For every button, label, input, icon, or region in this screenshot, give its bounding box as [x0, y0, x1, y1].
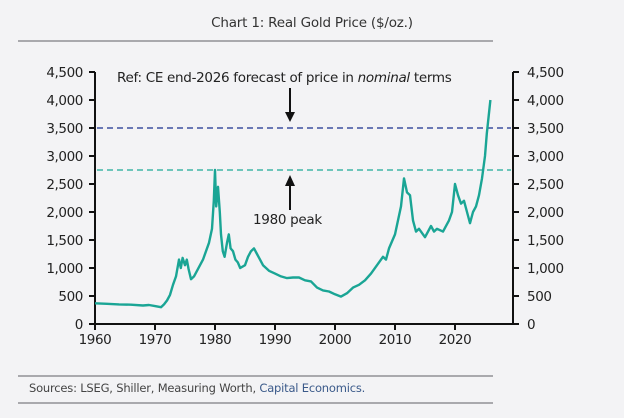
- left-y-tick-label: 0: [75, 317, 83, 333]
- right-y-tick-label: 3,000: [527, 149, 564, 165]
- sources-link-capital-economics[interactable]: Capital Economics.: [259, 381, 366, 395]
- sources-text: Sources: LSEG, Shiller, Measuring Worth,: [29, 381, 260, 395]
- series-group: [94, 99, 492, 309]
- right-y-tick-label: 1,500: [527, 233, 564, 249]
- forecast-arrow-head: [285, 112, 295, 122]
- x-tick-label: 1990: [259, 332, 292, 348]
- left-y-tick-label: 4,000: [46, 93, 83, 109]
- left-y-tick-label: 1,500: [46, 233, 83, 249]
- peak-annotation: 1980 peak: [253, 212, 322, 228]
- bottom-divider: [18, 402, 493, 404]
- chart-title: Chart 1: Real Gold Price ($/oz.): [211, 15, 413, 31]
- right-y-tick-label: 2,500: [527, 177, 564, 193]
- x-tick-label: 1980: [199, 332, 232, 348]
- right-y-tick-label: 500: [527, 289, 552, 305]
- forecast-annotation: Ref: CE end-2026 forecast of price in no…: [117, 70, 452, 86]
- x-tick-label: 2010: [379, 332, 412, 348]
- left-y-tick-label: 4,500: [46, 65, 83, 81]
- left-y-tick-label: 2,000: [46, 205, 83, 221]
- right-y-tick-label: 1,000: [527, 261, 564, 277]
- annotations: Ref: CE end-2026 forecast of price in no…: [117, 70, 452, 228]
- source-top-divider: [18, 375, 493, 377]
- right-y-tick-label: 3,500: [527, 121, 564, 137]
- gold-price-line: [94, 99, 492, 309]
- forecast-annotation-suffix: terms: [410, 70, 452, 86]
- sources-note: Sources: LSEG, Shiller, Measuring Worth,…: [29, 381, 365, 395]
- top-divider: [18, 40, 493, 42]
- peak-arrow-head: [285, 175, 295, 186]
- right-y-tick-label: 4,500: [527, 65, 564, 81]
- x-tick-label: 1970: [139, 332, 172, 348]
- x-tick-label: 2020: [439, 332, 472, 348]
- right-y-tick-label: 4,000: [527, 93, 564, 109]
- x-tick-label: 2000: [319, 332, 352, 348]
- forecast-annotation-italic: nominal: [358, 70, 411, 86]
- left-y-tick-label: 1,000: [46, 261, 83, 277]
- x-tick-label: 1960: [79, 332, 112, 348]
- reference-lines: [97, 127, 511, 171]
- forecast-annotation-prefix: Ref: CE end-2026 forecast of price in: [117, 70, 358, 86]
- axes: 0 0 500 500 1,000 1,000 1,500 1,500 2,000 2,000 2,…: [46, 65, 564, 348]
- right-y-tick-label: 0: [527, 317, 535, 333]
- right-y-tick-label: 2,000: [527, 205, 564, 221]
- left-y-tick-label: 3,000: [46, 149, 83, 165]
- left-y-tick-label: 3,500: [46, 121, 83, 137]
- left-y-tick-label: 500: [58, 289, 83, 305]
- left-y-tick-label: 2,500: [46, 177, 83, 193]
